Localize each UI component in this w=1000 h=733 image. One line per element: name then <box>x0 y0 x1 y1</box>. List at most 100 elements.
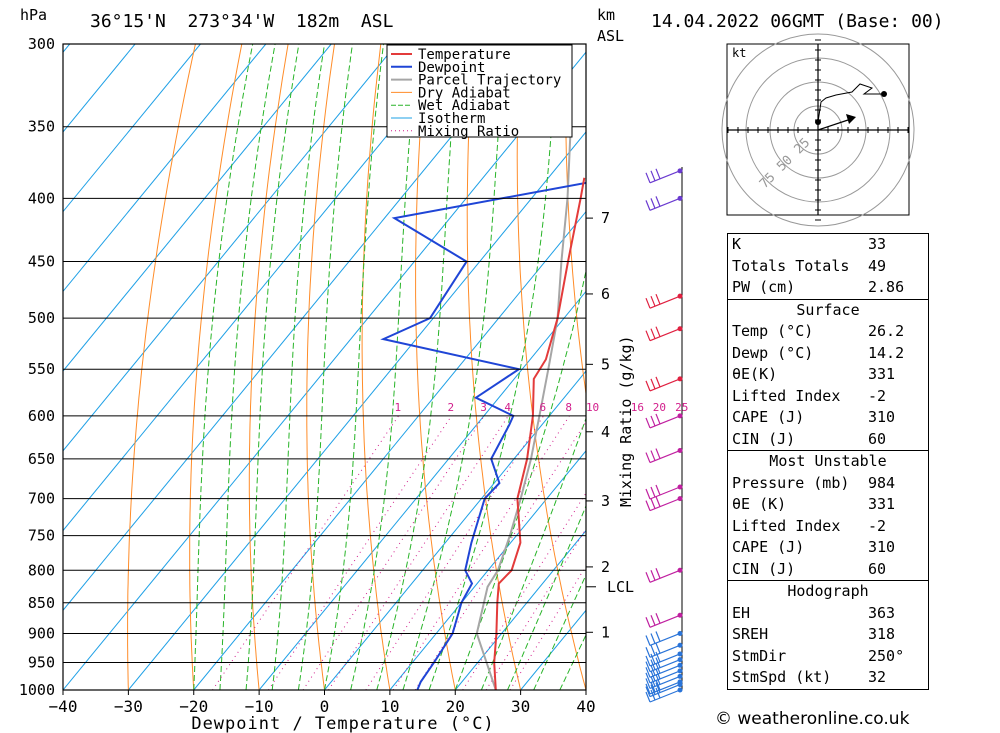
x-tick-label: −20 <box>179 697 208 716</box>
pressure-tick-label: 450 <box>28 253 55 271</box>
pressure-tick-label: 950 <box>28 653 55 671</box>
index-row: Dewp (°C) 14.2 <box>728 343 928 365</box>
dry-adiabat <box>983 44 1000 690</box>
index-row: Lifted Index -2 <box>728 516 928 538</box>
pressure-unit: hPa <box>20 6 48 24</box>
index-label: Pressure (mb) <box>732 473 850 492</box>
mixing-ratio-label: 20 <box>653 401 666 414</box>
km-tick-label: 3 <box>601 492 610 510</box>
isotherm <box>258 290 586 690</box>
mixing-ratio-line <box>328 415 509 690</box>
km-unit: km <box>597 6 616 24</box>
wind-barb <box>645 195 683 211</box>
wind-barb <box>645 612 683 628</box>
x-tick-label: 30 <box>511 697 530 716</box>
index-label: K <box>732 235 742 253</box>
wind-barb <box>645 651 683 667</box>
mixing-ratio-label: 2 <box>447 401 454 414</box>
wet-adiabat <box>507 504 586 690</box>
hodograph-trace <box>817 83 884 123</box>
pressure-tick-label: 400 <box>28 189 55 207</box>
x-tick-label: 40 <box>576 697 595 716</box>
dry-adiabat <box>516 44 586 690</box>
pressure-tick-label: 700 <box>28 490 55 508</box>
x-tick-label: −30 <box>114 697 143 716</box>
x-tick-label: −10 <box>245 697 274 716</box>
index-label: Totals Totals <box>732 256 850 275</box>
mixing-ratio-label: 10 <box>586 401 599 414</box>
mixing-ratio-label: 3 <box>480 401 487 414</box>
index-value: 32 <box>868 668 887 686</box>
index-row: Pressure (mb) 984 <box>728 473 928 495</box>
legend-box <box>386 44 573 138</box>
wet-adiabat <box>219 44 276 690</box>
index-row: θE (K) 331 <box>728 494 928 516</box>
mixing-ratio-label: 1 <box>395 401 402 414</box>
mixing-ratio-line <box>302 415 485 690</box>
wind-barb <box>645 682 683 698</box>
dry-adiabat <box>565 44 586 398</box>
index-value: 363 <box>868 603 896 622</box>
pressure-tick-label: 900 <box>28 624 55 642</box>
isotherm <box>63 44 332 372</box>
legend-entry: Parcel Trajectory <box>418 73 561 89</box>
index-label: CAPE (J) <box>732 408 805 426</box>
index-row: θE(K) 331 <box>728 364 928 386</box>
wet-adiabat <box>402 44 505 690</box>
index-label: θE (K) <box>732 495 787 513</box>
index-row: StmSpd (kt) 32 <box>728 667 928 689</box>
index-label: PW (cm) <box>732 278 796 296</box>
index-value: 60 <box>868 559 887 578</box>
index-label: Temp (°C) <box>732 322 814 340</box>
index-row: CIN (J) 60 <box>728 429 928 451</box>
wet-adiabat <box>271 44 325 690</box>
km-tick-label: 5 <box>601 355 610 373</box>
wet-adiabat <box>245 44 300 690</box>
index-value: 310 <box>868 408 896 426</box>
isotherm <box>63 44 136 133</box>
index-row: SREH 318 <box>728 624 928 646</box>
km-tick-label: 7 <box>601 209 610 227</box>
index-row: Lifted Index -2 <box>728 386 928 408</box>
index-label: CIN (J) <box>732 429 796 448</box>
pressure-tick-label: 1000 <box>19 681 55 699</box>
km-tick-label: 6 <box>601 285 610 303</box>
lcl-label: LCL <box>607 578 634 596</box>
index-label: θE(K) <box>732 365 778 383</box>
isotherm <box>127 131 586 690</box>
index-row: CIN (J) 60 <box>728 559 928 581</box>
km-tick-label: 1 <box>601 623 610 641</box>
legend-entry: Mixing Ratio <box>418 124 519 140</box>
isotherm <box>63 44 201 213</box>
index-row: K 33 <box>728 234 928 256</box>
index-label: CIN (J) <box>732 559 796 578</box>
mixing-ratio-axis-label: Mixing Ratio (g/kg) <box>617 335 635 507</box>
wind-barb <box>645 168 683 184</box>
wind-barb <box>645 567 683 583</box>
index-row: Temp (°C) 26.2 <box>728 321 928 343</box>
wet-adiabat <box>533 573 586 690</box>
dry-adiabat <box>937 44 1000 690</box>
mixing-ratio-label: 4 <box>504 401 511 414</box>
wind-barb <box>645 413 683 429</box>
index-label: Lifted Index <box>732 516 841 535</box>
wind-barb <box>645 376 683 392</box>
km-tick-label: 4 <box>601 423 610 441</box>
wind-barb <box>645 326 683 342</box>
pressure-tick-label: 850 <box>28 594 55 612</box>
legend-entry: Wet Adiabat <box>418 98 511 114</box>
index-row: StmDir 250° <box>728 646 928 668</box>
x-tick-label: 20 <box>446 697 465 716</box>
index-row: Totals Totals 49 <box>728 256 928 278</box>
index-value: 331 <box>868 365 896 383</box>
index-value: 49 <box>868 256 887 275</box>
index-label: EH <box>732 603 751 622</box>
index-value: 318 <box>868 625 896 643</box>
wind-barb <box>645 642 683 658</box>
wet-adiabat <box>297 44 353 690</box>
dry-adiabat <box>248 44 289 690</box>
index-label: StmDir <box>732 646 787 665</box>
isotherm <box>63 44 528 612</box>
index-row: CAPE (J) 310 <box>728 537 928 559</box>
